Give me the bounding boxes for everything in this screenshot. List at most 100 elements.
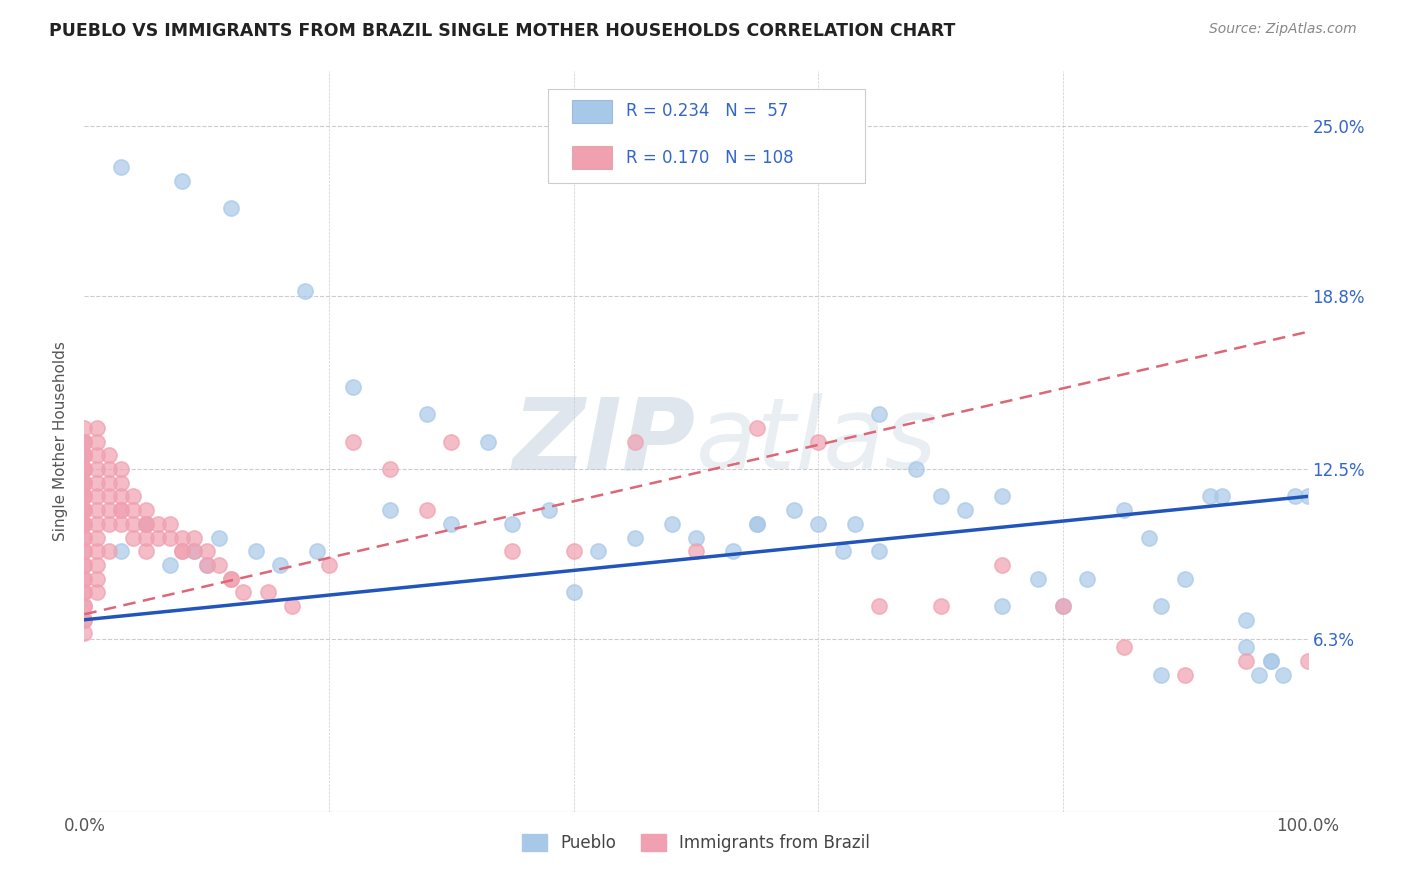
Point (73, 503, 96, 517)
Point (1137, 531, 1160, 545)
Point (110, 489, 132, 503)
Point (73, 516, 96, 531)
Point (1260, 654, 1282, 668)
Point (73, 434, 96, 449)
Point (661, 516, 683, 531)
Point (110, 161, 132, 175)
Point (73, 558, 96, 572)
Point (146, 531, 169, 545)
Point (1247, 667, 1270, 681)
Point (269, 558, 291, 572)
Text: R = 0.170   N = 108: R = 0.170 N = 108 (626, 149, 793, 167)
Point (135, 516, 157, 531)
Point (219, 202, 242, 216)
Point (97, 475, 120, 490)
Point (122, 531, 145, 545)
Point (73, 421, 96, 435)
Point (869, 407, 891, 421)
Point (219, 572, 242, 586)
Point (502, 544, 524, 558)
Point (1236, 654, 1258, 668)
Point (73, 626, 96, 640)
Point (685, 544, 707, 558)
Point (73, 475, 96, 490)
Point (73, 489, 96, 503)
Point (1260, 654, 1282, 668)
Point (73, 516, 96, 531)
Point (342, 434, 364, 449)
Point (110, 544, 132, 558)
Point (73, 585, 96, 599)
Point (73, 489, 96, 503)
Point (195, 558, 218, 572)
Point (159, 516, 181, 531)
Point (86, 489, 108, 503)
Point (991, 489, 1014, 503)
Point (146, 516, 169, 531)
Point (1052, 599, 1074, 613)
Point (245, 544, 267, 558)
Point (440, 434, 463, 449)
Text: R = 0.234   N =  57: R = 0.234 N = 57 (626, 103, 787, 120)
Point (73, 475, 96, 490)
Point (73, 599, 96, 613)
Point (1272, 667, 1295, 681)
Point (86, 503, 108, 517)
Point (1150, 599, 1173, 613)
Point (73, 475, 96, 490)
Point (73, 503, 96, 517)
Point (73, 544, 96, 558)
Point (905, 462, 928, 476)
Point (1052, 599, 1074, 613)
Point (73, 448, 96, 462)
Point (1174, 667, 1197, 681)
Point (73, 516, 96, 531)
Point (135, 544, 157, 558)
Point (929, 489, 952, 503)
Point (1211, 489, 1233, 503)
Point (159, 558, 181, 572)
Point (135, 516, 157, 531)
Point (294, 284, 316, 298)
Point (86, 572, 108, 586)
Point (747, 421, 769, 435)
Point (73, 599, 96, 613)
Point (172, 544, 194, 558)
Point (1296, 654, 1319, 668)
Point (86, 421, 108, 435)
Point (73, 462, 96, 476)
Point (1114, 640, 1136, 655)
Point (73, 531, 96, 545)
Point (624, 434, 647, 449)
Point (1236, 640, 1258, 655)
Point (110, 503, 132, 517)
Point (1296, 489, 1319, 503)
Point (844, 516, 866, 531)
Point (73, 434, 96, 449)
Point (562, 585, 585, 599)
Point (208, 531, 231, 545)
Point (73, 572, 96, 586)
Point (73, 558, 96, 572)
Point (1114, 503, 1136, 517)
Point (183, 544, 205, 558)
Point (257, 585, 280, 599)
Point (416, 503, 439, 517)
Point (195, 544, 218, 558)
Point (172, 531, 194, 545)
Point (929, 599, 952, 613)
Point (73, 503, 96, 517)
Point (122, 516, 145, 531)
Point (86, 544, 108, 558)
Point (1198, 489, 1220, 503)
Point (159, 531, 181, 545)
Point (219, 572, 242, 586)
Text: PUEBLO VS IMMIGRANTS FROM BRAZIL SINGLE MOTHER HOUSEHOLDS CORRELATION CHART: PUEBLO VS IMMIGRANTS FROM BRAZIL SINGLE … (49, 22, 956, 40)
Point (122, 503, 145, 517)
Point (172, 174, 194, 188)
Point (624, 531, 647, 545)
Point (97, 462, 120, 476)
Point (73, 462, 96, 476)
Point (281, 599, 304, 613)
Point (1284, 489, 1306, 503)
